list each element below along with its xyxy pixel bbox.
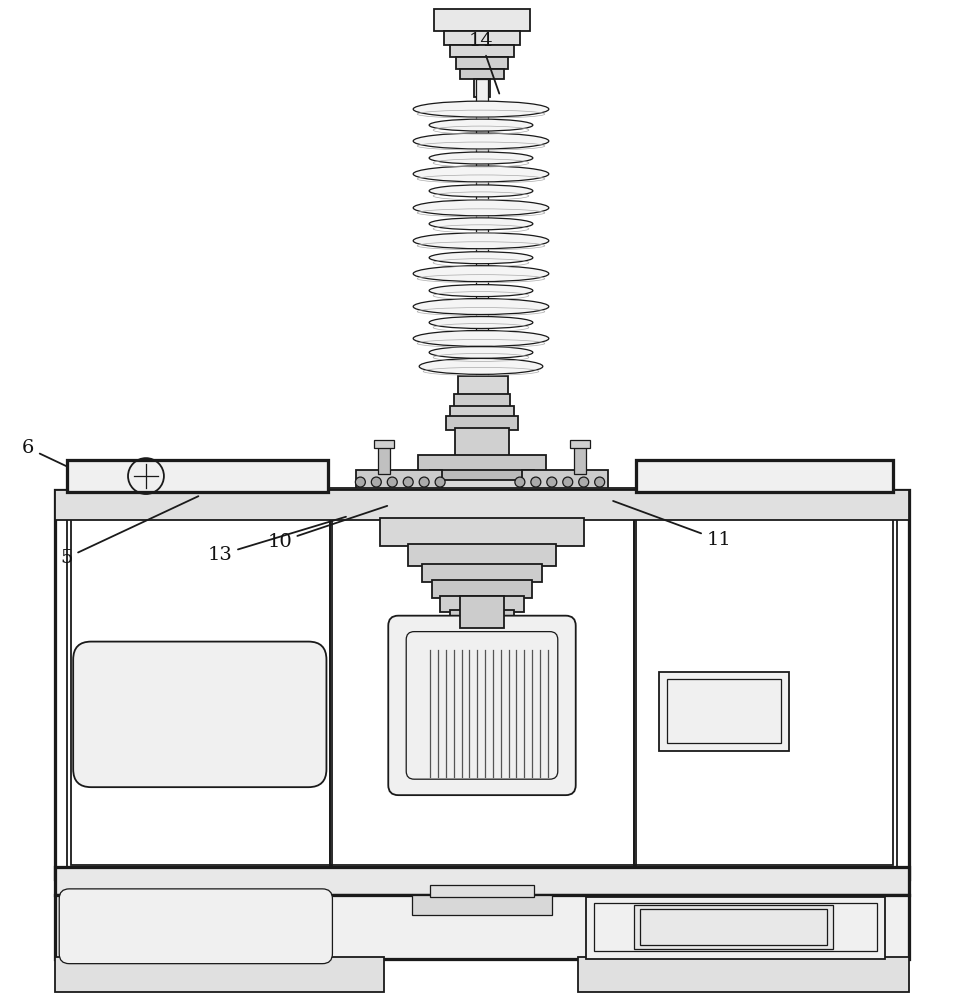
Bar	[659, 672, 788, 751]
Circle shape	[434, 477, 445, 487]
Ellipse shape	[429, 346, 532, 358]
Bar	[330, 506, 635, 865]
Ellipse shape	[429, 185, 532, 197]
Text: 13: 13	[208, 517, 346, 564]
Ellipse shape	[429, 119, 532, 131]
Ellipse shape	[413, 200, 548, 216]
Bar	[450, 45, 513, 57]
Bar	[585, 897, 884, 959]
Bar	[418, 455, 545, 471]
Ellipse shape	[413, 266, 548, 282]
Bar	[407, 544, 555, 566]
Bar	[569, 440, 589, 448]
Bar	[459, 596, 504, 628]
Bar	[476, 79, 487, 388]
Text: 14: 14	[468, 32, 499, 94]
Bar	[378, 446, 390, 474]
Bar	[639, 909, 826, 945]
Ellipse shape	[413, 330, 548, 346]
Text: 5: 5	[61, 496, 198, 567]
Bar	[442, 514, 521, 536]
Bar	[411, 895, 552, 915]
Circle shape	[514, 477, 525, 487]
Bar	[667, 679, 780, 743]
Text: 10: 10	[267, 506, 387, 551]
Bar	[454, 394, 509, 408]
Circle shape	[594, 477, 604, 487]
Bar	[633, 905, 832, 949]
Bar	[380, 518, 583, 546]
FancyBboxPatch shape	[73, 642, 326, 787]
Circle shape	[546, 477, 556, 487]
Bar	[55, 490, 908, 520]
Bar	[463, 562, 500, 580]
Bar	[635, 460, 892, 492]
Bar	[444, 31, 519, 45]
Circle shape	[530, 477, 540, 487]
Bar	[455, 428, 508, 458]
Ellipse shape	[419, 358, 542, 374]
Circle shape	[419, 477, 429, 487]
Bar	[433, 9, 530, 31]
Bar	[430, 885, 533, 897]
Bar	[55, 867, 908, 895]
Ellipse shape	[429, 252, 532, 264]
Circle shape	[387, 477, 397, 487]
Ellipse shape	[413, 101, 548, 117]
Circle shape	[403, 477, 413, 487]
Bar	[468, 578, 496, 592]
Bar	[521, 470, 607, 495]
Bar	[71, 506, 333, 865]
Bar	[573, 446, 585, 474]
Bar	[450, 610, 513, 624]
Ellipse shape	[413, 299, 548, 315]
Bar	[456, 57, 507, 69]
Bar	[457, 376, 507, 396]
Ellipse shape	[413, 166, 548, 182]
Bar	[67, 460, 328, 492]
Bar	[55, 895, 908, 959]
Ellipse shape	[413, 133, 548, 149]
Text: 11: 11	[612, 501, 730, 549]
Bar	[446, 416, 517, 430]
Bar	[457, 548, 505, 564]
Bar	[474, 79, 489, 97]
Bar	[320, 495, 645, 515]
FancyBboxPatch shape	[388, 616, 575, 795]
Bar	[430, 470, 533, 482]
Text: 6: 6	[22, 439, 68, 467]
Bar	[578, 957, 908, 992]
Circle shape	[562, 477, 572, 487]
Circle shape	[355, 477, 365, 487]
Bar	[633, 506, 892, 865]
FancyBboxPatch shape	[60, 889, 333, 964]
Ellipse shape	[413, 233, 548, 249]
Bar	[450, 406, 513, 418]
Bar	[593, 903, 875, 951]
Bar	[431, 580, 531, 598]
Circle shape	[371, 477, 381, 487]
Bar	[55, 490, 908, 879]
Bar	[440, 596, 524, 612]
Ellipse shape	[429, 218, 532, 230]
Bar	[374, 440, 394, 448]
Bar	[328, 488, 637, 498]
Ellipse shape	[429, 317, 532, 328]
Bar	[55, 957, 383, 992]
Circle shape	[579, 477, 588, 487]
Bar	[67, 502, 896, 869]
Bar	[440, 480, 524, 518]
Bar	[356, 470, 442, 495]
Ellipse shape	[429, 285, 532, 297]
Bar	[422, 564, 541, 582]
Ellipse shape	[429, 152, 532, 164]
Bar	[459, 69, 504, 79]
Bar	[450, 534, 513, 550]
